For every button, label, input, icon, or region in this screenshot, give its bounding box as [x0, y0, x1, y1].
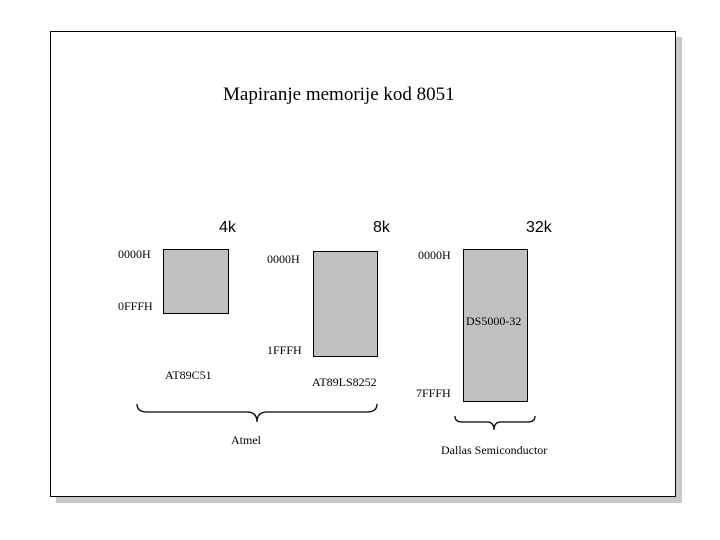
at89ls8252-memory-block [313, 251, 378, 357]
atmel-group-label: Atmel [231, 433, 261, 447]
at89ls8252-start-address: 0000H [267, 252, 300, 266]
at89c51-end-address: 0FFFH [118, 299, 153, 313]
ds5000-memory-block [463, 249, 528, 402]
at89c51-memory-block [163, 249, 229, 314]
dallas-brace [454, 415, 536, 431]
at89ls8252-label: AT89LS8252 [312, 375, 377, 389]
ds5000-start-address: 0000H [418, 248, 451, 262]
dallas-group-label: Dallas Semiconductor [441, 443, 548, 457]
size-label-32k: 32k [526, 219, 552, 236]
ds5000-label: DS5000-32 [466, 314, 522, 328]
size-label-4k: 4k [219, 219, 236, 236]
slide-title: Mapiranje memorije kod 8051 [223, 84, 455, 105]
at89c51-start-address: 0000H [118, 247, 151, 261]
at89ls8252-end-address: 1FFFH [267, 343, 302, 357]
ds5000-end-address: 7FFFH [416, 386, 451, 400]
size-label-8k: 8k [373, 219, 390, 236]
atmel-brace [136, 403, 378, 423]
at89c51-label: AT89C51 [165, 368, 212, 382]
